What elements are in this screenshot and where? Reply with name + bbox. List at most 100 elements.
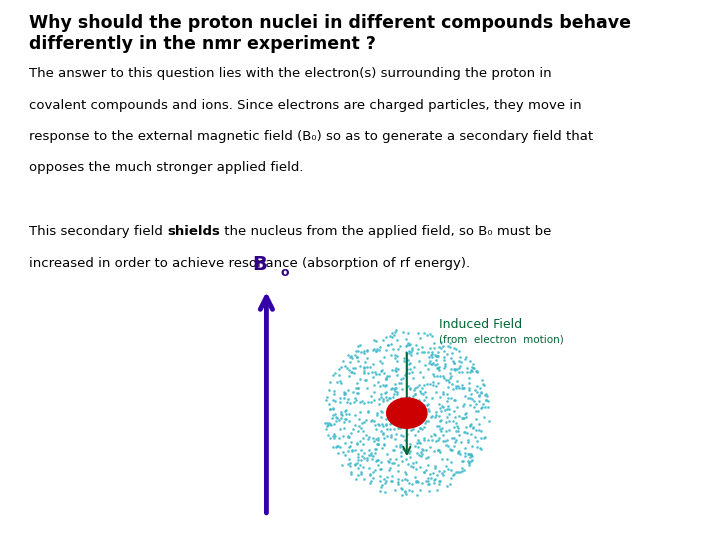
- Point: [407, 397, 418, 406]
- Point: [480, 395, 492, 404]
- Point: [462, 394, 474, 403]
- Point: [428, 343, 440, 352]
- Point: [475, 426, 487, 435]
- Point: [386, 366, 397, 375]
- Point: [471, 436, 482, 445]
- Point: [441, 418, 452, 427]
- Point: [395, 443, 406, 451]
- Point: [382, 341, 393, 350]
- Point: [384, 458, 395, 467]
- Point: [430, 388, 441, 396]
- Point: [352, 383, 364, 392]
- Point: [430, 356, 441, 365]
- Point: [459, 451, 471, 460]
- Point: [408, 363, 420, 372]
- Point: [403, 393, 415, 401]
- Point: [427, 435, 438, 444]
- Text: This secondary field: This secondary field: [29, 225, 167, 238]
- Point: [372, 455, 383, 464]
- Point: [427, 393, 438, 402]
- Point: [412, 383, 423, 392]
- Point: [364, 363, 376, 372]
- Text: opposes the much stronger applied field.: opposes the much stronger applied field.: [29, 161, 303, 174]
- Point: [351, 396, 362, 404]
- Point: [376, 408, 387, 416]
- Point: [352, 388, 364, 397]
- Point: [336, 410, 348, 419]
- Point: [441, 455, 453, 464]
- Point: [359, 375, 371, 384]
- Point: [375, 393, 387, 402]
- Point: [413, 442, 424, 451]
- Point: [435, 343, 446, 352]
- Point: [328, 434, 339, 442]
- Point: [445, 365, 456, 374]
- Point: [464, 368, 475, 376]
- Point: [411, 348, 423, 357]
- Point: [355, 467, 366, 476]
- Point: [327, 410, 338, 419]
- Point: [382, 409, 394, 418]
- Point: [356, 451, 368, 460]
- Point: [384, 464, 396, 472]
- Point: [370, 346, 382, 355]
- Point: [402, 448, 414, 456]
- Point: [378, 369, 390, 377]
- Point: [415, 404, 427, 413]
- Point: [483, 416, 495, 425]
- Point: [422, 404, 433, 413]
- Point: [474, 384, 486, 393]
- Point: [392, 335, 403, 344]
- Point: [364, 433, 375, 442]
- Point: [385, 340, 397, 348]
- Point: [418, 400, 429, 409]
- Point: [404, 358, 415, 367]
- Point: [354, 398, 366, 407]
- Point: [444, 410, 455, 418]
- Point: [432, 436, 444, 444]
- Point: [388, 385, 400, 394]
- Point: [414, 402, 426, 410]
- Point: [423, 435, 434, 444]
- Point: [462, 436, 473, 444]
- Point: [347, 388, 359, 396]
- Point: [361, 368, 373, 377]
- Point: [402, 460, 413, 468]
- Point: [474, 390, 485, 399]
- Point: [416, 479, 428, 488]
- Point: [437, 371, 449, 380]
- Point: [351, 346, 362, 355]
- Point: [454, 368, 465, 377]
- Point: [481, 396, 492, 404]
- Point: [355, 446, 366, 455]
- Point: [402, 382, 414, 390]
- Point: [438, 467, 450, 476]
- Point: [465, 457, 477, 465]
- Point: [433, 366, 444, 374]
- Point: [404, 385, 415, 394]
- Point: [381, 333, 392, 341]
- Point: [428, 429, 440, 438]
- Point: [377, 481, 388, 490]
- Point: [441, 396, 453, 405]
- Point: [349, 460, 361, 469]
- Point: [380, 346, 392, 355]
- Point: [418, 328, 430, 337]
- Text: covalent compounds and ions. Since electrons are charged particles, they move in: covalent compounds and ions. Since elect…: [29, 99, 582, 112]
- Point: [402, 355, 413, 364]
- Point: [463, 374, 474, 383]
- Point: [345, 352, 356, 361]
- Point: [388, 330, 400, 339]
- Point: [454, 347, 465, 355]
- Point: [383, 393, 395, 402]
- Point: [364, 450, 375, 459]
- Point: [351, 353, 363, 362]
- Point: [324, 404, 336, 413]
- Point: [418, 373, 429, 381]
- Point: [444, 338, 456, 347]
- Point: [392, 364, 404, 373]
- Point: [390, 328, 401, 336]
- Circle shape: [387, 398, 427, 428]
- Point: [327, 404, 338, 413]
- Point: [392, 345, 404, 353]
